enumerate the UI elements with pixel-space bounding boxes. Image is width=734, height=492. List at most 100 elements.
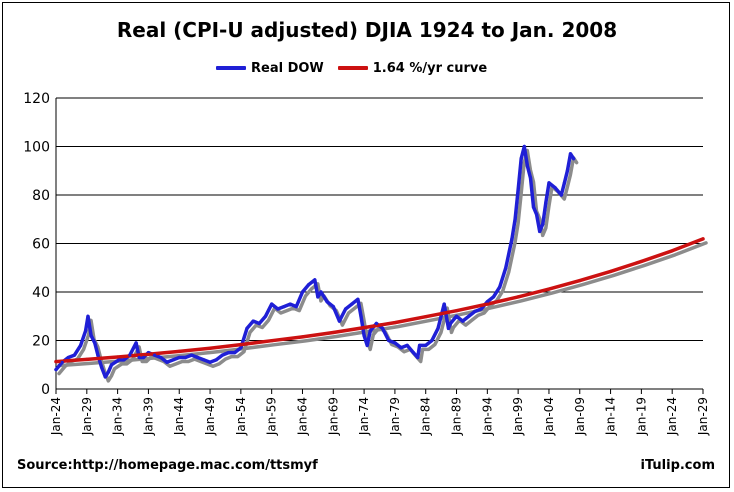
point-curve (300, 335, 305, 339)
y-tick-label: 0 (41, 382, 50, 398)
point-real-dow (196, 355, 200, 360)
point-real-dow (331, 305, 335, 309)
x-tick-label: Jan-64 (295, 397, 309, 436)
point-curve (670, 249, 674, 253)
point-real-dow (113, 360, 117, 364)
legend-swatch-real-dow (216, 66, 246, 70)
series-curve-line (54, 237, 705, 364)
point-real-dow (282, 305, 286, 309)
point-curve (485, 302, 489, 306)
point-real-dow (510, 237, 514, 241)
point-real-dow (535, 212, 539, 216)
legend-item-curve: 1.64 %/yr curve (337, 61, 487, 76)
point-real-dow (405, 343, 409, 347)
point-curve (516, 295, 520, 299)
point-real-dow (498, 285, 502, 289)
x-tick-label: Jan-19 (634, 397, 648, 436)
point-real-dow (365, 343, 369, 347)
point-curve (362, 326, 366, 330)
series-curve-shadow (57, 241, 708, 368)
point-real-dow (568, 152, 573, 156)
point-real-dow (103, 375, 107, 379)
x-tick-label: Jan-99 (511, 397, 525, 436)
point-real-dow (525, 164, 530, 168)
point-curve (393, 321, 397, 325)
point-real-dow (319, 290, 323, 294)
point-real-dow (153, 353, 157, 357)
point-curve (547, 287, 551, 291)
point-curve (639, 259, 644, 263)
chart-frame (2, 2, 730, 488)
point-curve (578, 279, 582, 283)
point-real-dow (171, 358, 175, 362)
x-tick-label: Jan-39 (141, 397, 155, 436)
point-real-dow (93, 341, 97, 345)
legend: Real DOW 1.64 %/yr curve (216, 59, 501, 77)
point-real-dow (359, 314, 363, 318)
y-tick-label: 80 (32, 188, 50, 204)
point-real-dow (362, 334, 366, 338)
point-real-dow (251, 319, 255, 323)
point-real-dow (337, 319, 341, 323)
y-tick-label: 120 (23, 91, 50, 107)
point-real-dow (122, 358, 126, 362)
series-real-dow-line (54, 144, 576, 379)
chart-title: Real (CPI-U adjusted) DJIA 1924 to Jan. … (116, 18, 618, 42)
y-tick-label: 20 (32, 334, 50, 350)
point-real-dow (541, 222, 545, 226)
point-real-dow (183, 355, 187, 360)
point-real-dow (442, 302, 446, 306)
point-real-dow (72, 353, 77, 357)
point-real-dow (350, 302, 354, 306)
point-curve (701, 237, 705, 241)
point-real-dow (134, 341, 138, 345)
point-real-dow (316, 295, 320, 299)
point-real-dow (177, 355, 181, 360)
point-curve (424, 315, 428, 319)
point-real-dow (270, 302, 274, 306)
point-real-dow (300, 290, 305, 294)
x-tick-label: Jan-54 (234, 397, 248, 436)
point-real-dow (430, 338, 434, 343)
point-real-dow (565, 169, 570, 173)
point-real-dow (159, 355, 163, 360)
point-real-dow (381, 326, 385, 330)
point-real-dow (128, 353, 132, 357)
point-real-dow (454, 314, 459, 318)
point-real-dow (117, 358, 121, 362)
point-real-dow (165, 360, 169, 364)
point-real-dow (356, 297, 360, 301)
point-real-dow (519, 157, 523, 161)
point-real-dow (245, 326, 249, 330)
point-real-dow (84, 329, 88, 333)
point-real-dow (96, 353, 100, 357)
x-tick-label: Jan-34 (111, 397, 125, 436)
legend-item-real-dow: Real DOW (216, 61, 324, 76)
point-real-dow (288, 302, 292, 306)
x-tick-label: Jan-24 (665, 397, 679, 436)
x-tick-label: Jan-79 (388, 397, 402, 436)
x-tick-label: Jan-59 (265, 397, 279, 436)
point-real-dow (202, 358, 206, 362)
point-real-dow (294, 305, 298, 309)
point-real-dow (562, 181, 567, 185)
point-real-dow (553, 186, 557, 190)
point-real-dow (86, 314, 90, 318)
x-tick-label: Jan-44 (172, 397, 186, 436)
source-note: Source:http://homepage.mac.com/ttsmyf (17, 458, 318, 473)
point-real-dow (387, 338, 391, 343)
point-real-dow (531, 205, 536, 209)
point-real-dow (479, 307, 483, 311)
point-real-dow (461, 319, 465, 323)
x-tick-label: Jan-09 (573, 397, 587, 436)
x-tick-label: Jan-69 (326, 397, 340, 436)
y-tick-label: 60 (32, 237, 50, 253)
point-real-dow (344, 307, 348, 311)
point-curve (609, 269, 613, 273)
point-real-dow (226, 351, 231, 355)
point-real-dow (106, 370, 110, 374)
x-tick-label: Jan-84 (419, 397, 433, 436)
point-real-dow (220, 353, 224, 357)
point-real-dow (307, 283, 311, 287)
